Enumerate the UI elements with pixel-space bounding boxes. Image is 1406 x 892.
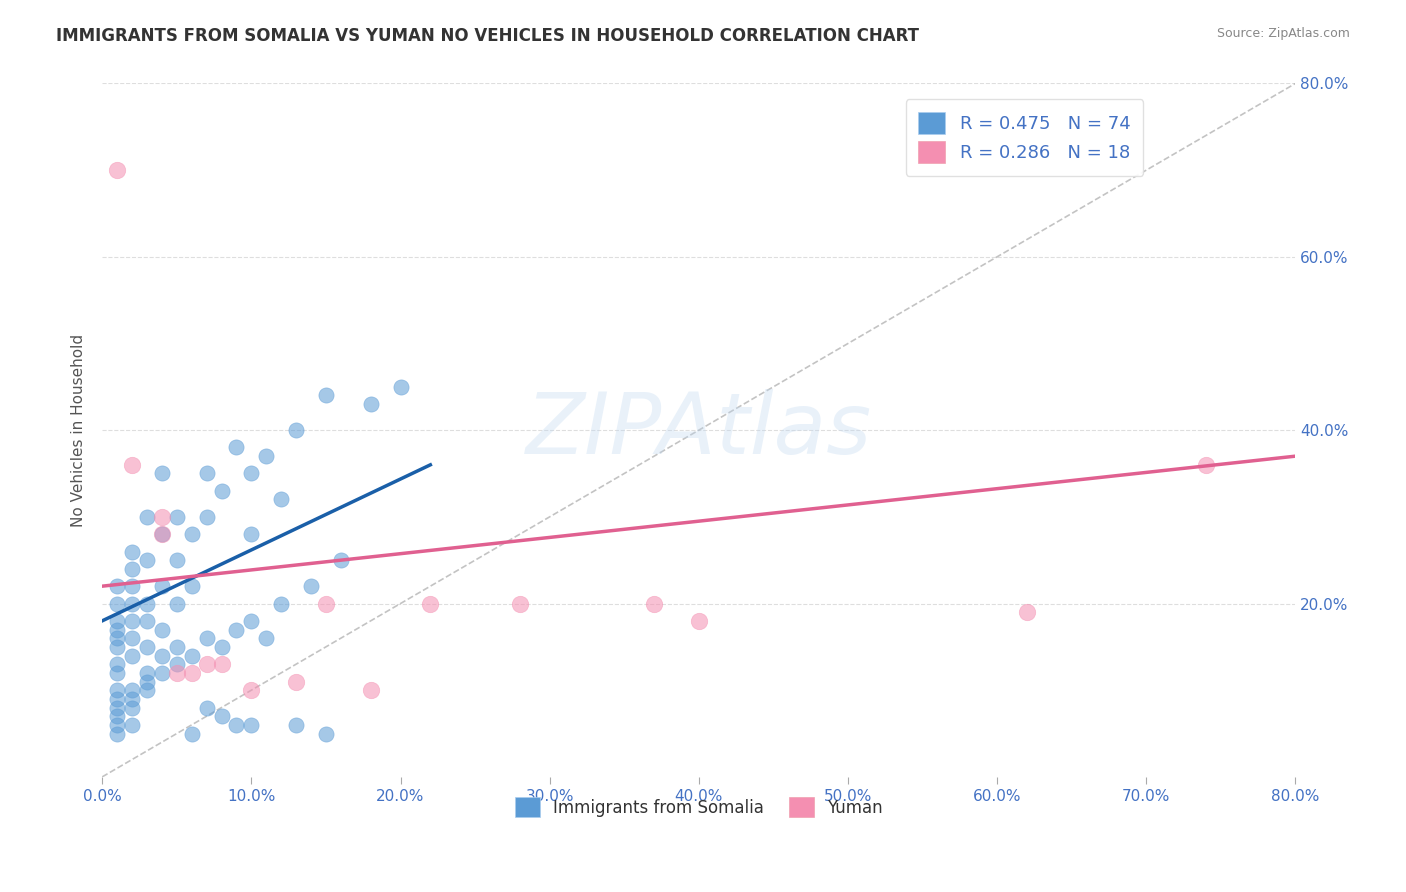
Point [150, 527, 173, 541]
Point [211, 657, 233, 672]
Point [180, 726, 202, 740]
Point [105, 709, 128, 723]
Point [315, 726, 337, 740]
Point [150, 579, 173, 593]
Point [105, 640, 128, 654]
Point [121, 562, 143, 576]
Point [136, 614, 159, 628]
Point [285, 674, 308, 689]
Point [150, 665, 173, 680]
Point [180, 579, 202, 593]
Legend: Immigrants from Somalia, Yuman: Immigrants from Somalia, Yuman [508, 790, 890, 824]
Point [195, 631, 218, 645]
Point [195, 509, 218, 524]
Point [150, 527, 173, 541]
Point [180, 527, 202, 541]
Point [315, 388, 337, 402]
Point [419, 597, 441, 611]
Point [166, 665, 188, 680]
Point [105, 700, 128, 714]
Point [315, 597, 337, 611]
Point [509, 597, 531, 611]
Point [121, 691, 143, 706]
Point [360, 397, 382, 411]
Point [225, 623, 247, 637]
Point [136, 553, 159, 567]
Point [166, 597, 188, 611]
Point [121, 631, 143, 645]
Point [136, 665, 159, 680]
Point [105, 657, 128, 672]
Point [225, 718, 247, 732]
Point [121, 683, 143, 698]
Point [211, 483, 233, 498]
Point [180, 648, 202, 663]
Point [105, 623, 128, 637]
Text: IMMIGRANTS FROM SOMALIA VS YUMAN NO VEHICLES IN HOUSEHOLD CORRELATION CHART: IMMIGRANTS FROM SOMALIA VS YUMAN NO VEHI… [56, 27, 920, 45]
Point [643, 597, 665, 611]
Point [195, 657, 218, 672]
Point [105, 665, 128, 680]
Point [285, 423, 308, 437]
Point [150, 623, 173, 637]
Point [240, 718, 263, 732]
Point [136, 509, 159, 524]
Point [105, 726, 128, 740]
Point [180, 665, 202, 680]
Point [166, 640, 188, 654]
Y-axis label: No Vehicles in Household: No Vehicles in Household [72, 334, 86, 526]
Point [121, 458, 143, 472]
Text: Source: ZipAtlas.com: Source: ZipAtlas.com [1216, 27, 1350, 40]
Point [1015, 605, 1038, 619]
Point [240, 614, 263, 628]
Point [1195, 458, 1218, 472]
Point [105, 163, 128, 178]
Point [105, 691, 128, 706]
Point [211, 709, 233, 723]
Point [121, 579, 143, 593]
Point [166, 509, 188, 524]
Point [195, 467, 218, 481]
Point [240, 527, 263, 541]
Point [270, 597, 292, 611]
Point [688, 614, 710, 628]
Point [166, 553, 188, 567]
Point [136, 597, 159, 611]
Point [136, 674, 159, 689]
Point [285, 718, 308, 732]
Text: ZIPAtlas: ZIPAtlas [526, 389, 872, 472]
Point [121, 648, 143, 663]
Point [195, 700, 218, 714]
Point [105, 614, 128, 628]
Point [150, 648, 173, 663]
Point [150, 467, 173, 481]
Point [360, 683, 382, 698]
Point [270, 492, 292, 507]
Point [121, 718, 143, 732]
Point [166, 657, 188, 672]
Point [329, 553, 352, 567]
Point [389, 380, 412, 394]
Point [105, 597, 128, 611]
Point [299, 579, 322, 593]
Point [105, 579, 128, 593]
Point [121, 614, 143, 628]
Point [121, 700, 143, 714]
Point [105, 683, 128, 698]
Point [105, 631, 128, 645]
Point [136, 683, 159, 698]
Point [136, 640, 159, 654]
Point [254, 631, 277, 645]
Point [225, 441, 247, 455]
Point [121, 544, 143, 558]
Point [240, 467, 263, 481]
Point [240, 683, 263, 698]
Point [105, 718, 128, 732]
Point [150, 509, 173, 524]
Point [211, 640, 233, 654]
Point [121, 597, 143, 611]
Point [254, 449, 277, 463]
